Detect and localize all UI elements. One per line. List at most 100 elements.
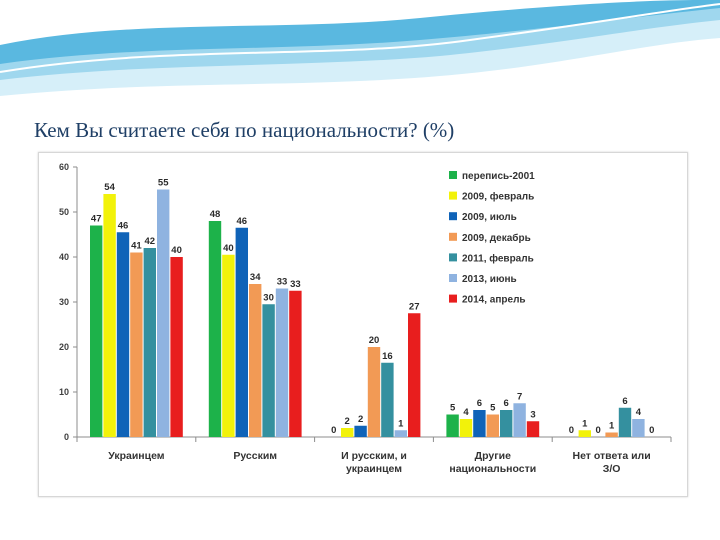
header-swoosh-decoration	[0, 0, 720, 96]
data-label: 40	[171, 245, 182, 256]
legend-swatch	[449, 294, 457, 303]
legend-swatch	[449, 212, 457, 221]
data-label: 5	[490, 403, 496, 414]
data-label: 1	[582, 418, 588, 429]
bar	[289, 290, 302, 437]
y-tick-label: 50	[59, 207, 69, 217]
legend-label: 2009, февраль	[462, 191, 534, 203]
bar	[486, 414, 499, 437]
data-label: 0	[649, 425, 654, 436]
data-label: 7	[517, 391, 522, 402]
legend-label: 2013, июнь	[462, 274, 517, 285]
legend-label: 2011, февраль	[462, 252, 534, 264]
legend-swatch	[449, 191, 457, 200]
data-label: 40	[223, 243, 234, 254]
data-label: 4	[636, 407, 642, 418]
data-label: 0	[596, 425, 601, 436]
bar	[459, 419, 473, 437]
data-label: 1	[398, 418, 404, 429]
data-label: 2	[358, 414, 363, 425]
bar	[262, 304, 275, 437]
data-label: 20	[369, 335, 380, 346]
bar	[208, 221, 222, 437]
bar	[157, 189, 170, 437]
bar	[473, 410, 486, 437]
data-label: 4	[463, 407, 469, 418]
bar	[394, 430, 407, 437]
data-label: 55	[158, 178, 169, 189]
legend-swatch	[449, 171, 457, 179]
data-label: 33	[290, 279, 301, 290]
y-tick-label: 0	[64, 432, 69, 442]
bar	[446, 414, 459, 437]
legend-label: перепись-2001	[462, 171, 535, 182]
x-category-label: Украинцем	[108, 450, 165, 462]
bar	[408, 313, 421, 437]
x-category-label: И русским, и	[341, 450, 407, 462]
data-label: 16	[382, 351, 393, 362]
bar	[341, 428, 354, 437]
legend-label: 2009, декабрь	[462, 232, 531, 244]
bar	[249, 284, 262, 437]
bar	[235, 227, 248, 437]
data-label: 33	[277, 277, 288, 288]
data-label: 5	[450, 403, 456, 414]
data-label: 54	[104, 182, 115, 193]
x-category-label: Нет ответа или	[573, 450, 651, 462]
bar	[381, 362, 394, 437]
swoosh-line	[0, 3, 720, 73]
bar	[526, 421, 540, 437]
legend-swatch	[449, 232, 457, 241]
bar	[618, 407, 632, 437]
x-category-label: Русским	[233, 450, 277, 462]
x-category-label: национальности	[449, 463, 536, 475]
bar	[90, 225, 103, 437]
bar	[116, 232, 130, 437]
data-label: 47	[91, 214, 102, 225]
legend-label: 2009, июль	[462, 212, 517, 223]
y-tick-label: 60	[59, 162, 69, 172]
data-label: 6	[477, 398, 482, 409]
bar	[500, 410, 513, 437]
data-label: 2	[345, 416, 350, 427]
y-tick-label: 10	[59, 387, 69, 397]
legend-swatch	[449, 253, 457, 262]
data-label: 30	[263, 292, 274, 303]
bar	[275, 288, 289, 437]
y-tick-label: 20	[59, 342, 69, 352]
x-category-label: украинцем	[346, 463, 402, 475]
bar	[367, 347, 381, 437]
data-label: 42	[145, 236, 156, 247]
bar	[632, 419, 645, 437]
bar	[605, 432, 618, 437]
data-label: 34	[250, 272, 261, 283]
x-category-label: З/О	[603, 463, 621, 475]
bar	[170, 257, 183, 437]
x-category-label: Другие	[475, 450, 511, 462]
bar	[354, 425, 367, 437]
data-label: 0	[331, 425, 336, 436]
bar	[513, 403, 526, 437]
chart-frame: 0 10 20 30 40 50 60 Украинцем Русским И русским, …	[38, 152, 688, 497]
bar	[578, 430, 591, 437]
y-tick-label: 40	[59, 252, 69, 262]
slide-title: Кем Вы считаете себя по национальности? …	[34, 118, 455, 142]
swoosh-band-dark	[0, 0, 720, 64]
data-label: 41	[131, 241, 142, 252]
data-label: 6	[622, 396, 627, 407]
y-tick-label: 30	[59, 297, 69, 307]
bar	[103, 194, 116, 437]
data-label: 48	[210, 209, 221, 220]
data-label: 46	[118, 220, 129, 231]
data-label: 3	[530, 409, 535, 420]
data-label: 27	[409, 301, 420, 312]
legend-swatch	[449, 274, 457, 282]
data-label: 0	[569, 425, 574, 436]
legend-label: 2014, апрель	[462, 295, 526, 306]
data-label: 6	[504, 398, 509, 409]
bar	[143, 248, 156, 437]
data-label: 46	[237, 216, 248, 227]
bar	[130, 252, 143, 437]
data-label: 1	[609, 421, 615, 432]
